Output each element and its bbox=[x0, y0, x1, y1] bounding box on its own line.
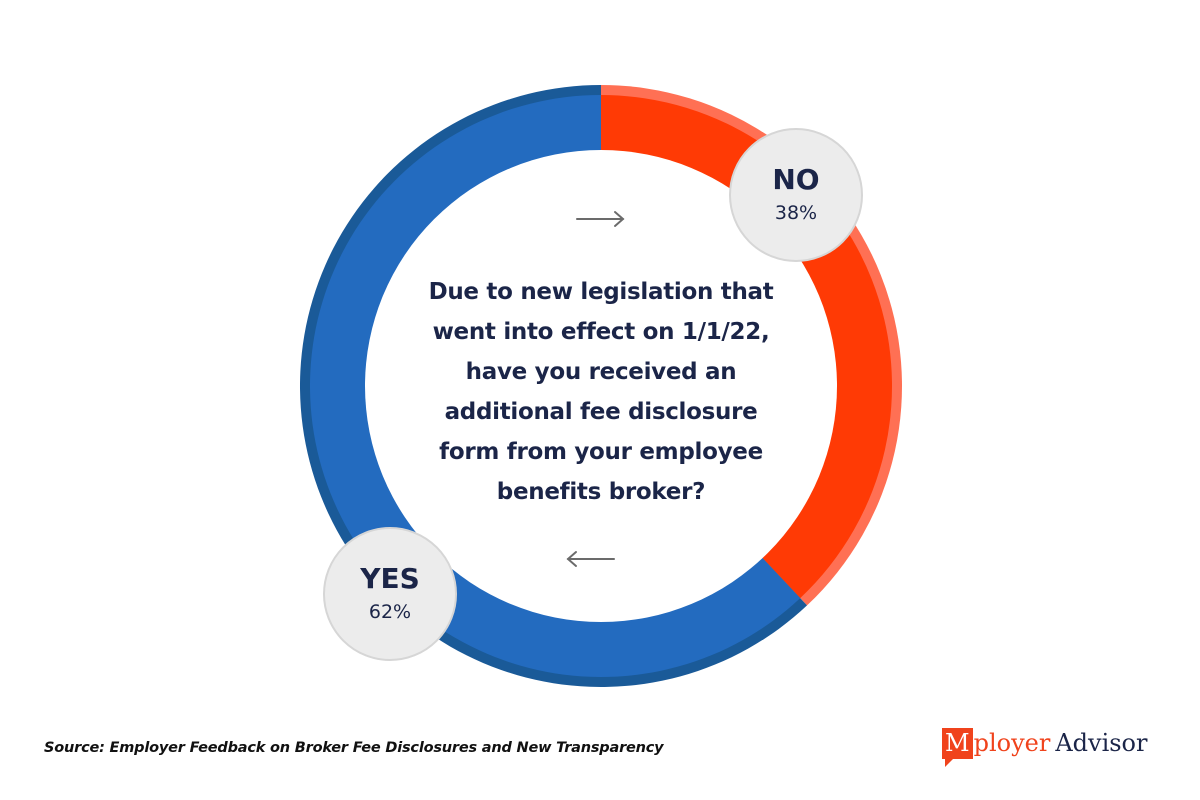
chart-question: Due to new legislation that went into ef… bbox=[395, 272, 807, 512]
yes-label-bubble: YES 62% bbox=[323, 527, 457, 661]
question-line: Due to new legislation that bbox=[428, 279, 774, 305]
right-arrow-icon bbox=[576, 211, 625, 227]
mployer-advisor-logo: M ployer Advisor bbox=[942, 728, 1148, 767]
yes-percent: 62% bbox=[368, 601, 412, 623]
no-label-bubble: NO 38% bbox=[729, 128, 863, 262]
source-note: Source: Employer Feedback on Broker Fee … bbox=[44, 740, 664, 756]
question-line: benefits broker? bbox=[496, 479, 706, 505]
no-label: NO bbox=[772, 163, 820, 196]
logo-advisor: Advisor bbox=[1055, 729, 1148, 757]
donut-hole bbox=[365, 150, 837, 622]
speech-bubble-tail-icon bbox=[945, 759, 953, 767]
left-arrow-icon bbox=[566, 551, 615, 567]
yes-label: YES bbox=[360, 562, 420, 595]
logo-m-letter: M bbox=[945, 729, 970, 757]
question-line: additional fee disclosure bbox=[444, 399, 758, 425]
question-line: form from your employee bbox=[439, 439, 763, 465]
logo-m-badge: M bbox=[942, 728, 973, 767]
question-line: went into effect on 1/1/22, bbox=[432, 319, 770, 345]
question-line: have you received an bbox=[465, 359, 737, 385]
logo-ployer: ployer bbox=[973, 729, 1051, 757]
no-percent: 38% bbox=[774, 202, 818, 224]
